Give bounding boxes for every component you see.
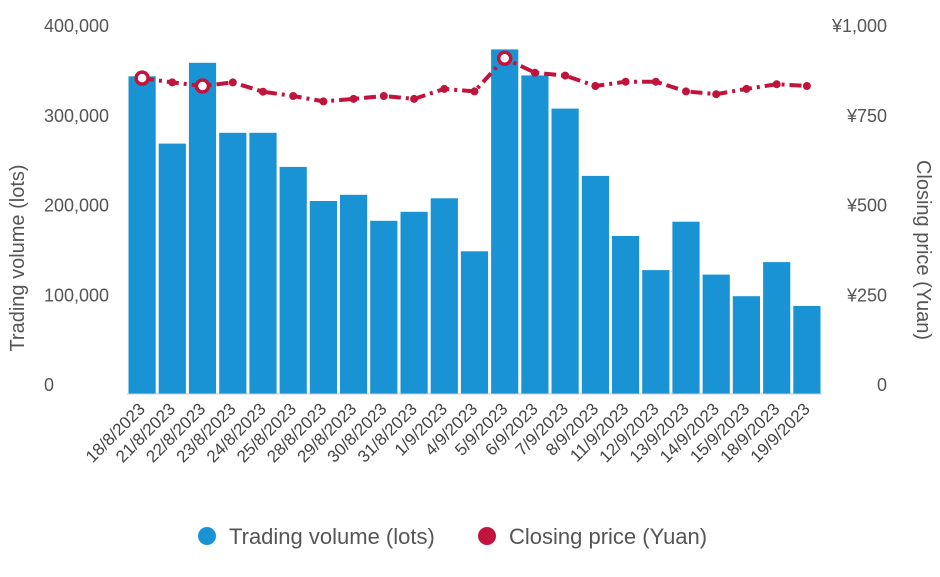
x-axis-labels: 18/8/202321/8/202322/8/202323/8/202324/8… xyxy=(82,399,814,466)
legend-line-marker-icon xyxy=(478,527,496,545)
right-axis-title: Closing price (Yuan) xyxy=(912,160,934,340)
left-axis-ticks: 0 100,000 200,000 300,000 400,000 xyxy=(44,16,109,395)
bars-layer xyxy=(128,49,821,395)
price-point-7[interactable] xyxy=(349,94,358,103)
bar-11[interactable] xyxy=(460,251,489,394)
bar-1[interactable] xyxy=(158,143,186,394)
right-tick-label: 0 xyxy=(877,375,887,395)
right-tick-label: ¥1,000 xyxy=(831,16,887,36)
price-point-15[interactable] xyxy=(591,82,600,90)
left-axis-title: Trading volume (lots) xyxy=(7,164,29,351)
line-layer xyxy=(134,50,811,106)
bar-8[interactable] xyxy=(370,220,398,394)
legend-label-price: Closing price (Yuan) xyxy=(509,524,707,549)
bar-4[interactable] xyxy=(249,132,277,395)
price-point-4[interactable] xyxy=(259,87,267,96)
price-point-16[interactable] xyxy=(621,77,630,86)
price-point-22[interactable] xyxy=(802,82,811,90)
price-point-0[interactable] xyxy=(134,70,150,86)
right-axis-ticks: 0 ¥250 ¥500 ¥750 ¥1,000 xyxy=(831,16,887,395)
right-tick-label: ¥500 xyxy=(846,196,887,216)
legend: Trading volume (lots) Closing price (Yua… xyxy=(198,524,707,549)
price-point-6[interactable] xyxy=(319,97,328,106)
price-point-5[interactable] xyxy=(289,92,298,100)
legend-item-price[interactable]: Closing price (Yuan) xyxy=(478,524,707,549)
price-point-1[interactable] xyxy=(168,78,177,87)
price-point-17[interactable] xyxy=(651,77,660,86)
price-point-3[interactable] xyxy=(228,78,237,87)
bar-2[interactable] xyxy=(188,62,217,395)
bar-16[interactable] xyxy=(612,236,640,394)
price-point-13[interactable] xyxy=(530,68,539,77)
bar-5[interactable] xyxy=(279,166,307,394)
price-point-14[interactable] xyxy=(561,71,570,80)
price-point-2[interactable] xyxy=(194,78,211,94)
price-point-10[interactable] xyxy=(440,84,449,93)
bar-18[interactable] xyxy=(672,221,700,394)
price-point-18[interactable] xyxy=(682,87,690,96)
bar-21[interactable] xyxy=(763,262,791,394)
right-tick-label: ¥250 xyxy=(846,285,887,305)
legend-label-volume: Trading volume (lots) xyxy=(229,524,435,549)
bar-0[interactable] xyxy=(128,76,156,395)
bar-3[interactable] xyxy=(219,132,247,395)
price-point-11[interactable] xyxy=(470,87,479,96)
left-tick-label: 0 xyxy=(44,375,54,395)
price-point-12[interactable] xyxy=(496,50,513,67)
bar-14[interactable] xyxy=(551,108,579,394)
bar-6[interactable] xyxy=(309,201,337,394)
bar-13[interactable] xyxy=(521,75,549,395)
left-tick-label: 400,000 xyxy=(44,16,109,36)
bar-19[interactable] xyxy=(702,274,730,394)
bar-20[interactable] xyxy=(732,296,760,394)
bar-15[interactable] xyxy=(581,175,609,394)
legend-item-volume[interactable]: Trading volume (lots) xyxy=(198,524,435,549)
price-line xyxy=(141,56,808,104)
left-tick-label: 200,000 xyxy=(44,196,109,216)
bar-17[interactable] xyxy=(642,270,670,394)
bar-12[interactable] xyxy=(491,49,519,395)
bar-22[interactable] xyxy=(793,306,821,394)
left-tick-label: 300,000 xyxy=(44,106,109,126)
price-point-19[interactable] xyxy=(712,90,721,99)
bar-10[interactable] xyxy=(430,198,458,394)
right-tick-label: ¥750 xyxy=(846,106,887,126)
bar-9[interactable] xyxy=(400,211,428,394)
price-point-21[interactable] xyxy=(772,80,781,89)
price-point-9[interactable] xyxy=(410,94,419,103)
left-tick-label: 100,000 xyxy=(44,285,109,305)
price-point-20[interactable] xyxy=(742,84,751,93)
legend-bar-marker-icon xyxy=(198,527,216,545)
bar-7[interactable] xyxy=(340,194,368,394)
price-point-8[interactable] xyxy=(379,92,388,100)
